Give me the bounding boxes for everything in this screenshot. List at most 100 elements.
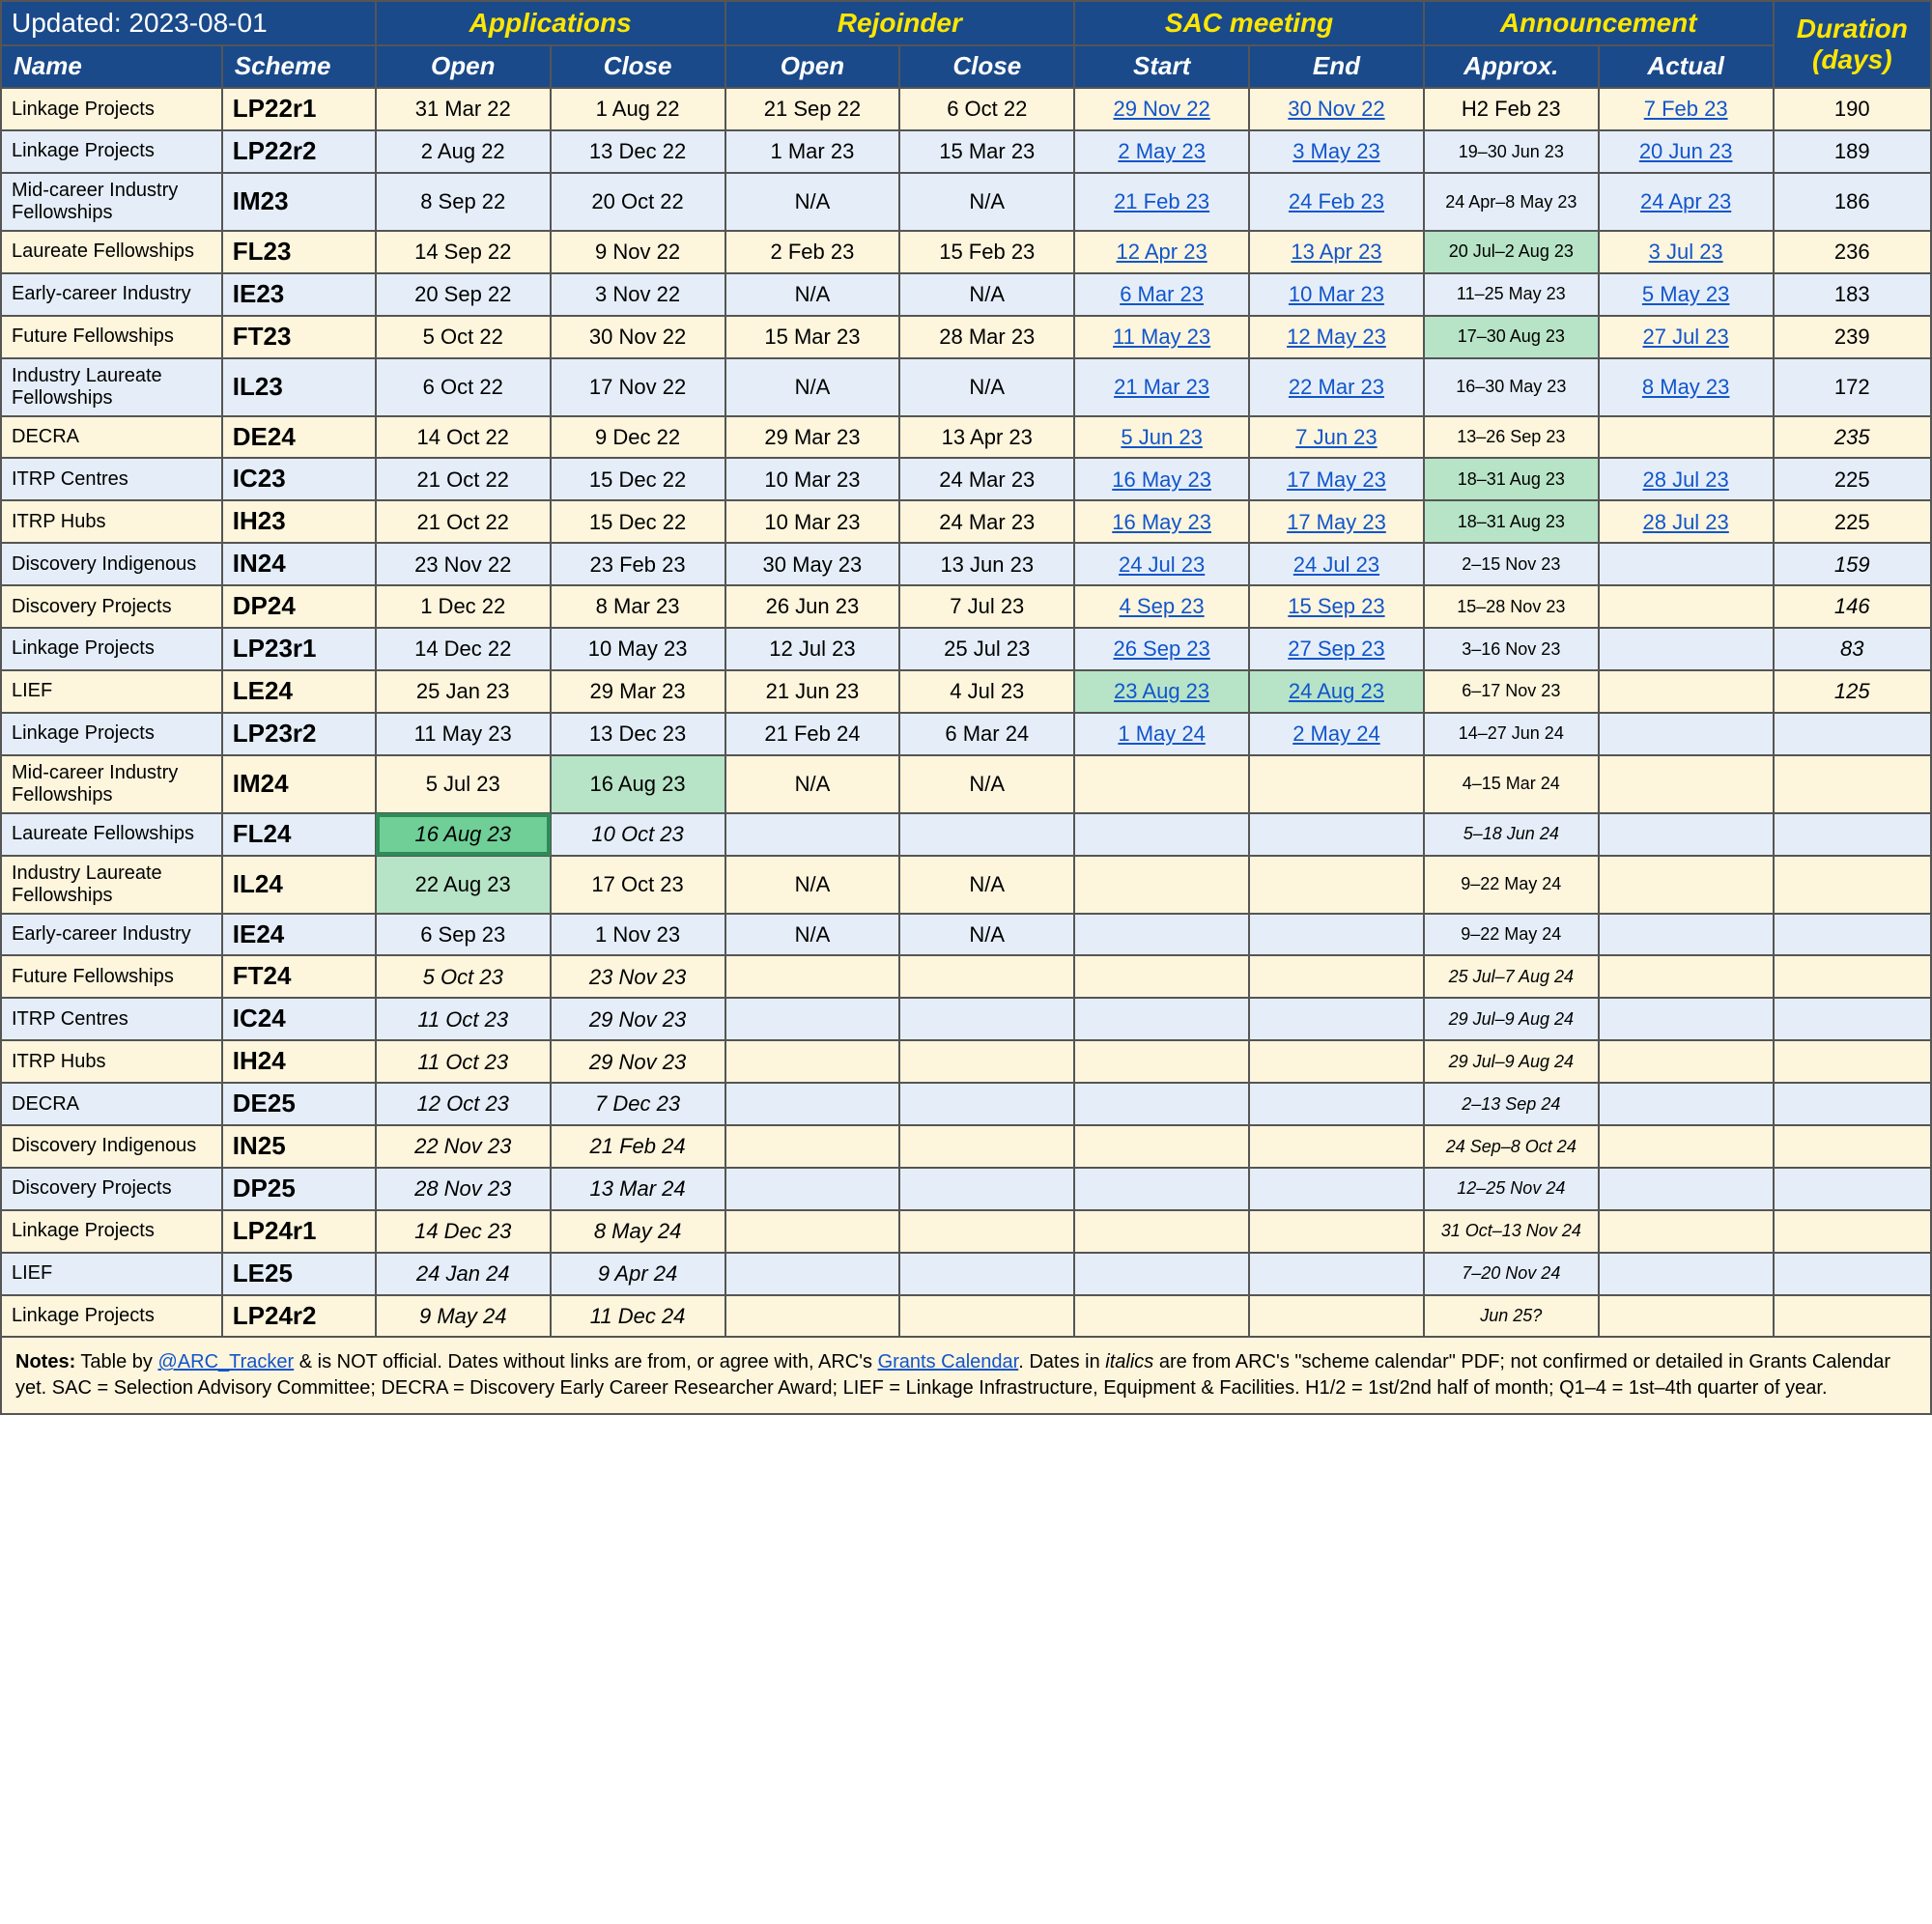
scheme-name: Future Fellowships (1, 955, 222, 998)
date-cell[interactable]: 29 Nov 22 (1074, 88, 1249, 130)
date-link[interactable]: 6 Mar 23 (1120, 282, 1204, 306)
date-cell (1249, 1210, 1424, 1253)
date-cell[interactable]: 16 May 23 (1074, 500, 1249, 543)
date-cell[interactable]: 16 May 23 (1074, 458, 1249, 500)
date-link[interactable]: 23 Aug 23 (1114, 679, 1209, 703)
grants-calendar-link[interactable]: Grants Calendar (878, 1351, 1019, 1372)
date-cell[interactable]: 7 Feb 23 (1599, 88, 1774, 130)
date-cell[interactable]: 12 Apr 23 (1074, 231, 1249, 273)
date-link[interactable]: 3 Jul 23 (1649, 240, 1723, 264)
table-row: DECRADE2512 Oct 237 Dec 232–13 Sep 24 (1, 1083, 1931, 1125)
date-link[interactable]: 11 May 23 (1113, 325, 1210, 349)
date-link[interactable]: 21 Feb 23 (1114, 189, 1209, 213)
date-cell[interactable]: 28 Jul 23 (1599, 458, 1774, 500)
date-link[interactable]: 10 Mar 23 (1289, 282, 1384, 306)
date-link[interactable]: 12 May 23 (1287, 325, 1386, 349)
date-link[interactable]: 5 May 23 (1642, 282, 1730, 306)
date-cell[interactable]: 7 Jun 23 (1249, 416, 1424, 459)
date-link[interactable]: 2 May 24 (1293, 722, 1380, 746)
date-cell[interactable]: 24 Jul 23 (1074, 543, 1249, 585)
date-link[interactable]: 13 Apr 23 (1291, 240, 1381, 264)
date-cell[interactable]: 17 May 23 (1249, 458, 1424, 500)
date-link[interactable]: 7 Feb 23 (1644, 97, 1728, 121)
arc-tracker-link[interactable]: @ARC_Tracker (157, 1351, 294, 1372)
date-cell[interactable]: 21 Feb 23 (1074, 173, 1249, 231)
date-cell: 23 Nov 22 (376, 543, 551, 585)
scheme-code: IH24 (222, 1040, 376, 1083)
updated-label: Updated: 2023-08-01 (1, 1, 376, 45)
date-cell[interactable]: 17 May 23 (1249, 500, 1424, 543)
date-cell: 16–30 May 23 (1424, 358, 1599, 416)
date-cell[interactable]: 13 Apr 23 (1249, 231, 1424, 273)
date-cell[interactable]: 21 Mar 23 (1074, 358, 1249, 416)
date-cell[interactable]: 24 Aug 23 (1249, 670, 1424, 713)
date-link[interactable]: 27 Sep 23 (1288, 637, 1384, 661)
date-cell: 29 Nov 23 (551, 1040, 725, 1083)
date-link[interactable]: 3 May 23 (1293, 139, 1380, 163)
date-cell[interactable]: 8 May 23 (1599, 358, 1774, 416)
date-link[interactable]: 22 Mar 23 (1289, 375, 1384, 399)
date-cell (725, 955, 900, 998)
date-cell[interactable]: 2 May 23 (1074, 130, 1249, 173)
date-cell: 1 Aug 22 (551, 88, 725, 130)
date-link[interactable]: 24 Aug 23 (1289, 679, 1384, 703)
date-link[interactable]: 24 Jul 23 (1119, 552, 1205, 577)
date-link[interactable]: 8 May 23 (1642, 375, 1730, 399)
date-cell[interactable]: 2 May 24 (1249, 713, 1424, 755)
date-cell[interactable]: 3 Jul 23 (1599, 231, 1774, 273)
date-cell[interactable]: 27 Jul 23 (1599, 316, 1774, 358)
date-link[interactable]: 30 Nov 22 (1288, 97, 1384, 121)
date-cell: 30 Nov 22 (551, 316, 725, 358)
date-link[interactable]: 27 Jul 23 (1642, 325, 1728, 349)
date-cell[interactable]: 24 Apr 23 (1599, 173, 1774, 231)
date-cell[interactable]: 24 Feb 23 (1249, 173, 1424, 231)
date-link[interactable]: 26 Sep 23 (1113, 637, 1209, 661)
date-cell[interactable]: 26 Sep 23 (1074, 628, 1249, 670)
date-cell[interactable]: 22 Mar 23 (1249, 358, 1424, 416)
date-cell: 239 (1774, 316, 1931, 358)
date-link[interactable]: 16 May 23 (1112, 510, 1211, 534)
date-cell: 21 Oct 22 (376, 458, 551, 500)
date-link[interactable]: 1 May 24 (1118, 722, 1206, 746)
date-cell[interactable]: 24 Jul 23 (1249, 543, 1424, 585)
date-link[interactable]: 29 Nov 22 (1113, 97, 1209, 121)
date-link[interactable]: 16 May 23 (1112, 467, 1211, 492)
date-cell[interactable]: 3 May 23 (1249, 130, 1424, 173)
date-link[interactable]: 17 May 23 (1287, 510, 1386, 534)
date-cell[interactable]: 30 Nov 22 (1249, 88, 1424, 130)
date-cell[interactable]: 28 Jul 23 (1599, 500, 1774, 543)
date-link[interactable]: 7 Jun 23 (1295, 425, 1377, 449)
date-link[interactable]: 24 Jul 23 (1293, 552, 1379, 577)
date-cell: 15 Mar 23 (725, 316, 900, 358)
date-cell: N/A (899, 358, 1074, 416)
date-cell[interactable]: 1 May 24 (1074, 713, 1249, 755)
date-link[interactable]: 4 Sep 23 (1120, 594, 1205, 618)
date-cell[interactable]: 23 Aug 23 (1074, 670, 1249, 713)
date-cell (1599, 543, 1774, 585)
date-link[interactable]: 5 Jun 23 (1121, 425, 1202, 449)
date-cell[interactable]: 12 May 23 (1249, 316, 1424, 358)
date-cell[interactable]: 4 Sep 23 (1074, 585, 1249, 628)
date-link[interactable]: 28 Jul 23 (1642, 467, 1728, 492)
table-row: Mid-career Industry FellowshipsIM245 Jul… (1, 755, 1931, 813)
date-cell[interactable]: 5 May 23 (1599, 273, 1774, 316)
date-cell[interactable]: 20 Jun 23 (1599, 130, 1774, 173)
date-link[interactable]: 15 Sep 23 (1288, 594, 1384, 618)
date-cell (1774, 955, 1931, 998)
date-link[interactable]: 17 May 23 (1287, 467, 1386, 492)
date-cell[interactable]: 6 Mar 23 (1074, 273, 1249, 316)
date-link[interactable]: 24 Feb 23 (1289, 189, 1384, 213)
date-cell[interactable]: 10 Mar 23 (1249, 273, 1424, 316)
date-link[interactable]: 2 May 23 (1118, 139, 1206, 163)
date-link[interactable]: 12 Apr 23 (1117, 240, 1208, 264)
date-cell (1074, 856, 1249, 914)
date-cell: 9 Apr 24 (551, 1253, 725, 1295)
date-cell[interactable]: 15 Sep 23 (1249, 585, 1424, 628)
date-cell[interactable]: 27 Sep 23 (1249, 628, 1424, 670)
date-link[interactable]: 20 Jun 23 (1639, 139, 1733, 163)
date-link[interactable]: 24 Apr 23 (1640, 189, 1731, 213)
date-cell[interactable]: 11 May 23 (1074, 316, 1249, 358)
date-link[interactable]: 21 Mar 23 (1114, 375, 1209, 399)
date-link[interactable]: 28 Jul 23 (1642, 510, 1728, 534)
date-cell[interactable]: 5 Jun 23 (1074, 416, 1249, 459)
